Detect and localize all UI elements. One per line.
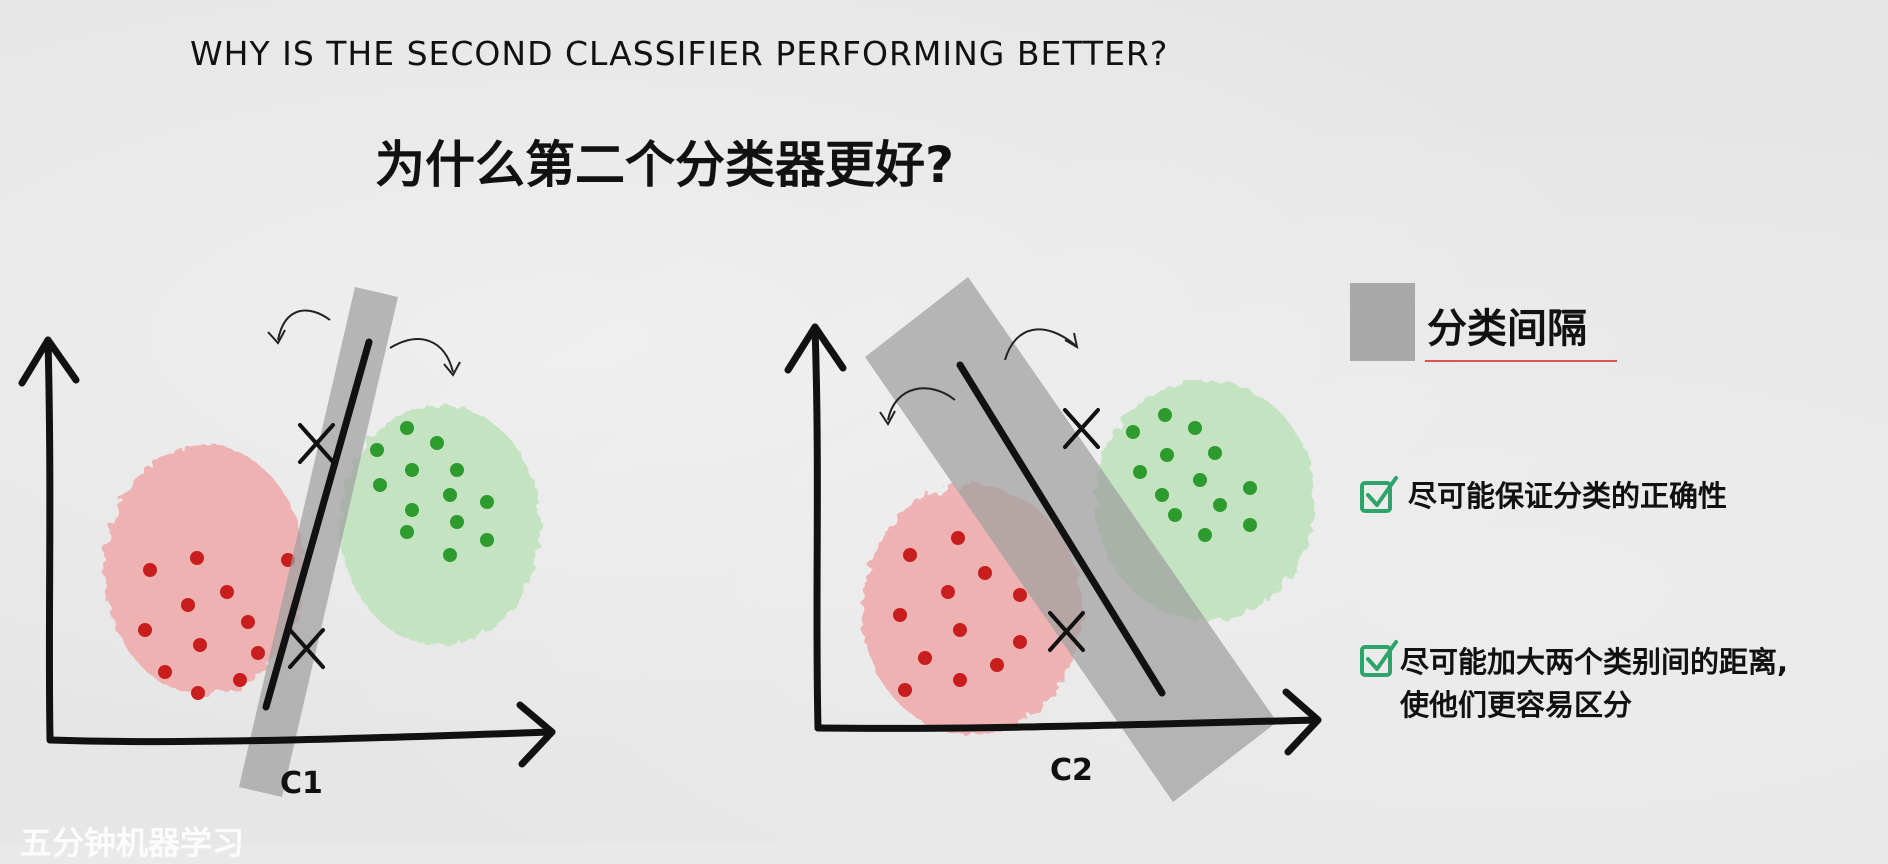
green-dots-c2	[1126, 408, 1257, 542]
axes-c2	[784, 323, 1322, 756]
margin-arrows-c1	[267, 309, 461, 377]
plot-c1	[18, 287, 556, 797]
margin-arrows-c2	[879, 328, 1079, 426]
support-vector-x-c2	[1048, 408, 1100, 652]
red-cluster-c1	[105, 445, 305, 695]
support-vector-x-c1	[288, 423, 335, 669]
margin-legend-swatch	[1350, 283, 1415, 361]
red-dots-c2	[893, 531, 1027, 697]
footer-watermark: 五分钟机器学习	[20, 824, 245, 862]
axes-c1	[18, 336, 556, 768]
plot-c2	[784, 277, 1322, 802]
decision-line-c1	[262, 338, 373, 711]
plot-label-c2: C2	[1050, 753, 1093, 788]
green-dots-c1	[370, 421, 494, 562]
point-distance-line2: 使他们更容易区分	[1400, 688, 1633, 722]
check-icon-2	[1360, 640, 1398, 677]
point-distance-line1: 尽可能加大两个类别间的距离,	[1400, 645, 1789, 679]
english-title: WHY IS THE SECOND CLASSIFIER PERFORMING …	[190, 34, 1169, 73]
point-correctness: 尽可能保证分类的正确性	[1408, 479, 1728, 513]
chinese-title: 为什么第二个分类器更好?	[375, 136, 955, 194]
plot-label-c1: C1	[280, 766, 323, 801]
classifier-diagrams	[18, 277, 1398, 802]
red-dots-c1	[138, 551, 295, 700]
margin-legend-label: 分类间隔	[1427, 306, 1587, 352]
check-icon-1	[1360, 476, 1398, 513]
legend-underline	[1425, 360, 1617, 362]
decision-line-c2	[956, 361, 1166, 697]
green-cluster-c1	[340, 405, 540, 645]
